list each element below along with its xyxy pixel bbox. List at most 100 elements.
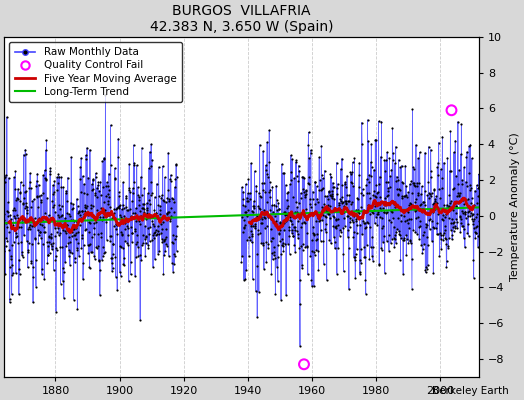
Point [158, 236, 166, 242]
Point [362, 290, 370, 297]
Point [308, 196, 316, 202]
Point [18, 216, 27, 222]
Point [154, 250, 162, 257]
Point [159, 218, 167, 225]
Point [127, 230, 136, 236]
Point [47, 235, 56, 242]
Point [247, 222, 256, 229]
Point [122, 192, 130, 199]
Point [342, 184, 351, 190]
Point [447, 220, 456, 226]
Point [396, 232, 404, 238]
Point [19, 152, 28, 158]
Point [134, 184, 142, 190]
Point [113, 231, 122, 238]
Point [436, 230, 444, 236]
Point [377, 118, 386, 125]
Point [473, 211, 481, 218]
Point [237, 214, 246, 221]
Point [25, 178, 34, 185]
Point [293, 218, 302, 224]
Point [413, 183, 421, 190]
Point [241, 209, 249, 216]
Point [91, 256, 99, 262]
Point [60, 269, 68, 276]
Point [96, 192, 105, 198]
Point [109, 240, 117, 247]
Point [168, 196, 177, 203]
Point [116, 202, 125, 208]
Point [476, 153, 485, 159]
Point [305, 155, 313, 162]
Point [385, 248, 393, 254]
Point [0, 224, 5, 231]
Point [238, 184, 246, 190]
Point [271, 290, 280, 297]
Point [104, 182, 112, 189]
Point [439, 237, 447, 244]
Point [119, 261, 127, 268]
Point [34, 204, 42, 210]
Point [321, 212, 329, 219]
Point [314, 218, 323, 224]
Point [0, 205, 7, 211]
Point [455, 167, 463, 173]
Point [290, 175, 298, 181]
Point [9, 212, 18, 219]
Point [379, 238, 387, 245]
Point [464, 221, 472, 227]
Point [147, 162, 155, 169]
Point [385, 232, 393, 238]
Point [81, 208, 90, 214]
Point [359, 220, 368, 226]
Point [4, 199, 13, 206]
Point [113, 222, 121, 228]
Point [1, 179, 9, 186]
Point [403, 235, 411, 242]
Point [333, 185, 341, 192]
Point [465, 208, 474, 214]
Point [86, 240, 95, 247]
Point [147, 141, 155, 147]
Point [258, 215, 266, 222]
Point [297, 242, 305, 249]
Point [134, 218, 143, 224]
Point [162, 210, 171, 216]
Point [263, 199, 271, 205]
Point [0, 205, 5, 211]
Point [434, 140, 443, 146]
Point [467, 184, 475, 191]
Point [34, 240, 42, 246]
Point [17, 238, 26, 245]
Point [403, 194, 411, 200]
Point [468, 216, 476, 222]
Point [425, 226, 434, 232]
Point [315, 187, 323, 194]
Point [411, 228, 420, 235]
Point [31, 236, 39, 242]
Point [435, 186, 443, 192]
Point [78, 232, 86, 238]
Point [267, 250, 276, 256]
Point [167, 172, 175, 178]
Point [446, 200, 454, 206]
Point [421, 187, 429, 194]
Point [54, 212, 62, 218]
Point [172, 223, 181, 230]
Point [349, 234, 357, 240]
Point [34, 219, 42, 226]
Point [103, 179, 111, 186]
Point [72, 218, 81, 224]
Point [80, 211, 89, 217]
Point [148, 156, 156, 163]
Point [144, 245, 152, 251]
Point [74, 228, 83, 235]
Point [39, 214, 48, 220]
Point [75, 212, 84, 218]
Point [449, 220, 457, 227]
Point [402, 252, 410, 259]
Point [450, 184, 458, 191]
Point [90, 252, 99, 259]
Point [405, 225, 413, 231]
Point [288, 221, 297, 228]
